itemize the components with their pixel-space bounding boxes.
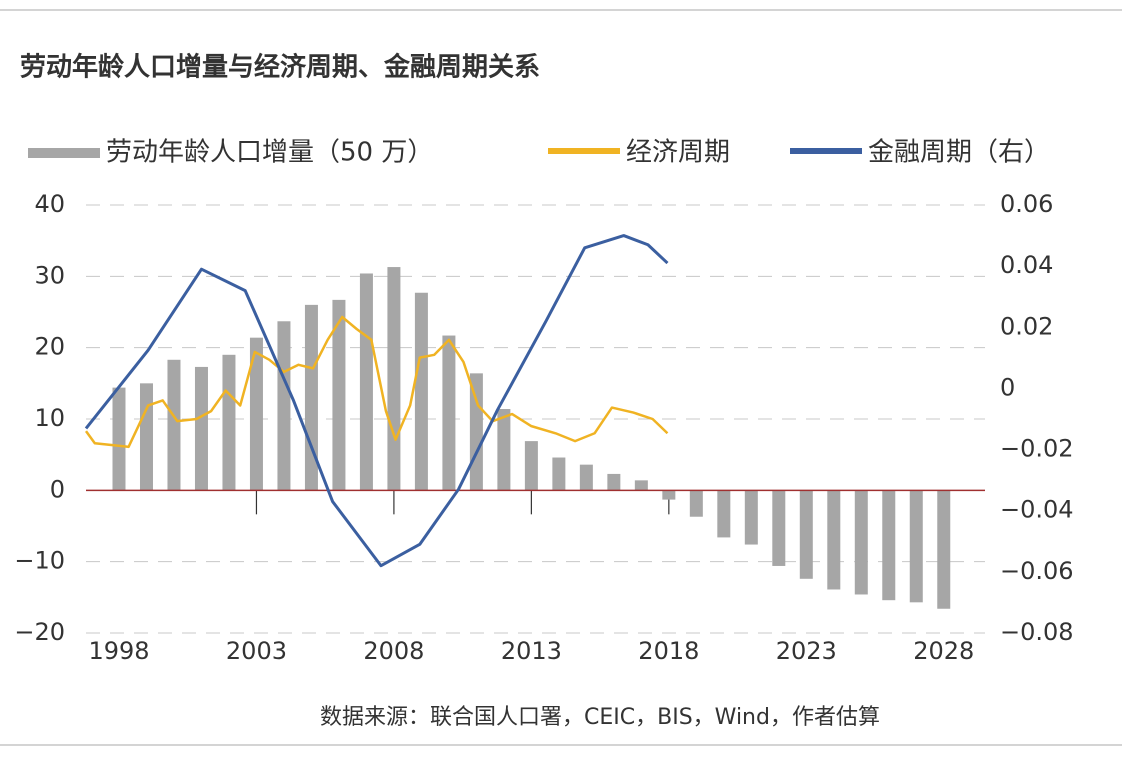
legend-swatch xyxy=(548,148,620,154)
bar xyxy=(579,464,593,491)
bar xyxy=(854,490,868,595)
bar xyxy=(882,490,896,601)
y-tick-label: 20 xyxy=(34,333,65,361)
bar xyxy=(662,490,676,500)
bar xyxy=(249,337,263,491)
bar xyxy=(497,409,511,491)
bar xyxy=(387,267,401,491)
bar xyxy=(469,373,483,491)
line xyxy=(84,234,669,568)
legend-label: 经济周期 xyxy=(626,138,730,168)
legend-swatch xyxy=(790,148,862,154)
bar xyxy=(524,441,538,491)
y-tick-label: 10 xyxy=(34,404,65,432)
bar xyxy=(112,387,126,491)
y-tick-label: 0 xyxy=(50,475,65,503)
bar xyxy=(552,457,566,491)
legend-label: 金融周期（右） xyxy=(868,138,1050,168)
y2-tick-label: −0.08 xyxy=(1000,618,1074,646)
bar xyxy=(744,490,758,545)
line xyxy=(84,315,669,449)
bar xyxy=(909,490,923,603)
x-tick-label: 2018 xyxy=(638,637,699,665)
bar xyxy=(194,366,208,491)
x-tick-label: 2013 xyxy=(501,637,562,665)
bar xyxy=(827,490,841,590)
y-tick-label: 30 xyxy=(34,261,65,289)
y-tick-label: 40 xyxy=(34,190,65,218)
bar xyxy=(799,490,813,579)
legend-swatch xyxy=(28,148,100,158)
bar xyxy=(304,304,318,491)
x-tick-label: 2003 xyxy=(226,637,287,665)
x-tick-label: 2028 xyxy=(913,637,974,665)
bar xyxy=(442,335,456,491)
x-tick-label: 2008 xyxy=(363,637,424,665)
bar xyxy=(772,490,786,566)
bar xyxy=(359,273,373,491)
y2-tick-label: −0.06 xyxy=(1000,557,1074,585)
x-tick-label: 1998 xyxy=(88,637,149,665)
bar xyxy=(222,354,236,491)
bar xyxy=(689,490,703,517)
x-tick-label: 2023 xyxy=(776,637,837,665)
y2-tick-label: 0.04 xyxy=(1000,251,1053,279)
bar xyxy=(167,359,181,491)
bar xyxy=(607,473,621,491)
y2-tick-label: 0 xyxy=(1000,373,1015,401)
legend-label: 劳动年龄人口增量（50 万） xyxy=(106,138,433,168)
bar xyxy=(634,480,648,491)
bar xyxy=(139,383,153,491)
source-note: 数据来源：联合国人口署，CEIC，BIS，Wind，作者估算 xyxy=(320,705,880,730)
bar xyxy=(414,292,428,491)
y2-tick-label: 0.06 xyxy=(1000,190,1053,218)
y2-tick-label: −0.04 xyxy=(1000,496,1074,524)
bar xyxy=(277,321,291,491)
y2-tick-label: 0.02 xyxy=(1000,312,1053,340)
y-tick-label: −10 xyxy=(14,547,65,575)
chart-title: 劳动年龄人口增量与经济周期、金融周期关系 xyxy=(20,52,540,83)
y2-tick-label: −0.02 xyxy=(1000,435,1074,463)
y-tick-label: −20 xyxy=(14,618,65,646)
bar xyxy=(332,299,346,491)
bar xyxy=(937,490,951,609)
bar xyxy=(717,490,731,538)
